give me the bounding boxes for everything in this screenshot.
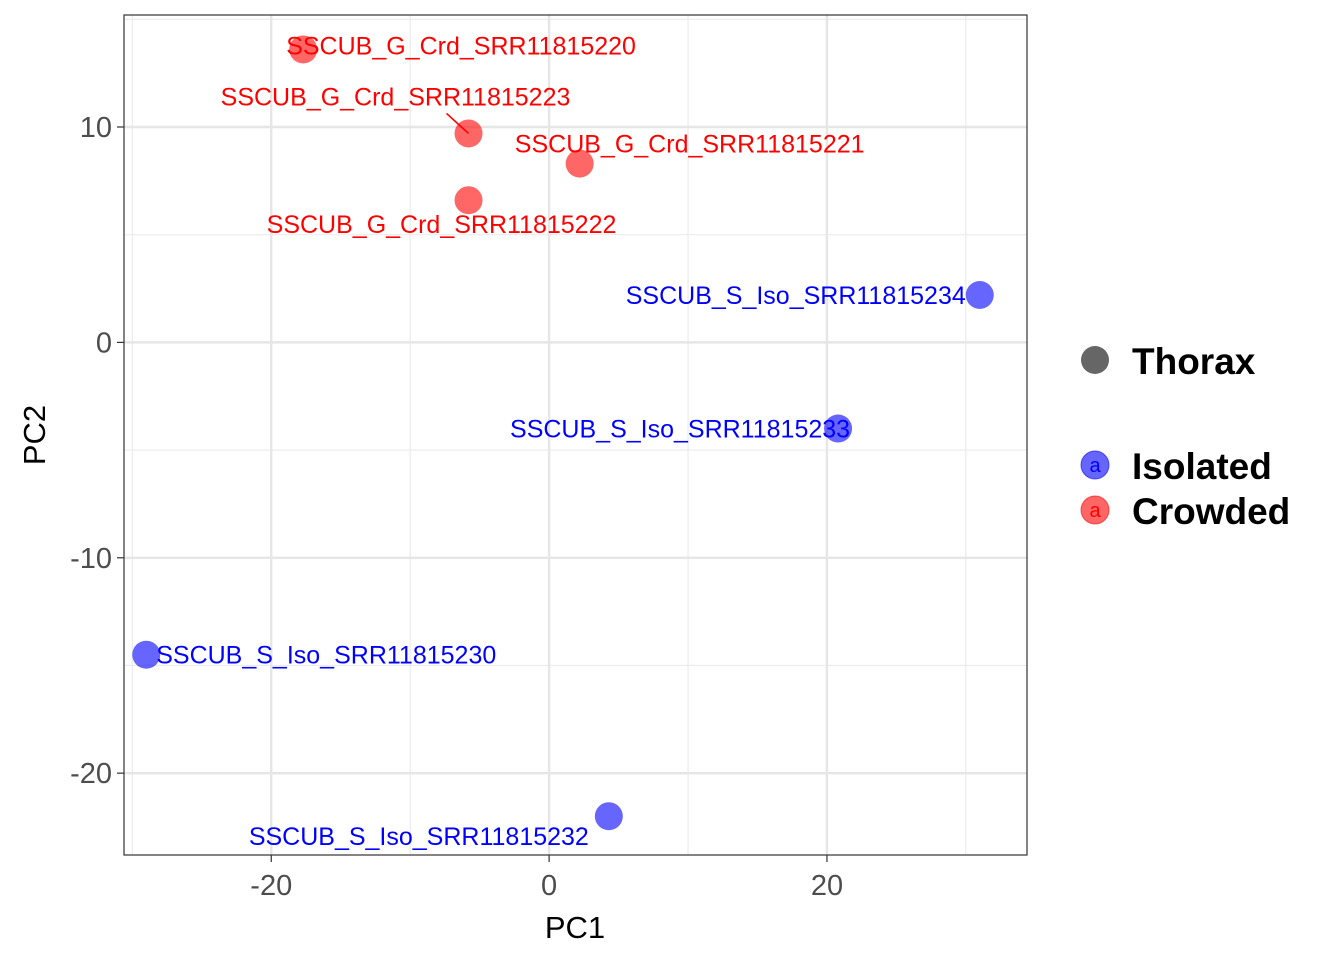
data-point [454, 119, 483, 148]
point-label: SSCUB_G_Crd_SRR11815220 [286, 32, 636, 60]
legend-label-shape: Thorax [1132, 341, 1256, 382]
point-label: SSCUB_G_Crd_SRR11815222 [267, 211, 617, 239]
point-labels: SSCUB_G_Crd_SRR11815220 SSCUB_G_Crd_SRR11… [156, 32, 966, 851]
x-tick-label: 0 [541, 870, 557, 902]
legend-key-color [1080, 495, 1110, 525]
x-tick-label: 20 [811, 870, 843, 902]
x-tick-label: -20 [250, 870, 292, 902]
data-point [132, 640, 161, 669]
grid-lines [124, 15, 1027, 855]
legend-key-shape [1081, 346, 1109, 374]
legend-label-color: Isolated [1132, 446, 1272, 487]
y-tick-label: -10 [70, 543, 112, 575]
data-point [289, 35, 318, 64]
data-point [594, 802, 623, 831]
data-points [132, 35, 994, 831]
legend-label-color: Crowded [1132, 491, 1290, 532]
point-label: SSCUB_S_Iso_SRR11815230 [156, 642, 496, 670]
x-axis-title: PC1 [545, 910, 605, 945]
y-tick-label: 10 [80, 112, 112, 144]
y-tick-label: -20 [70, 758, 112, 790]
point-label: SSCUB_G_Crd_SRR11815221 [515, 131, 865, 159]
point-label: SSCUB_S_Iso_SRR11815233 [510, 416, 850, 444]
legend-key-color [1080, 450, 1110, 480]
point-label: SSCUB_S_Iso_SRR11815234 [626, 282, 966, 310]
legend: Thorax a Isolated a Crowded [1080, 341, 1290, 532]
data-point [454, 186, 483, 215]
y-axis-title: PC2 [17, 405, 52, 465]
axis-ticks: -20 0 20 -20 -10 0 10 [70, 112, 843, 902]
legend-key-letter: a [1089, 455, 1101, 477]
point-label: SSCUB_S_Iso_SRR11815232 [249, 823, 589, 851]
data-point [824, 414, 853, 443]
data-point [565, 149, 594, 178]
data-point [965, 281, 994, 309]
y-tick-label: 0 [96, 327, 112, 359]
point-label: SSCUB_G_Crd_SRR11815223 [221, 83, 571, 111]
legend-key-letter: a [1089, 500, 1101, 522]
plot-panel-border [123, 14, 1028, 856]
